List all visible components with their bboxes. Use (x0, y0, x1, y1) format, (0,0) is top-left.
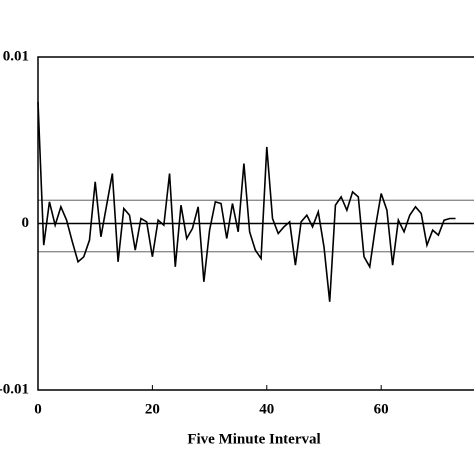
y-tick-label: 0 (22, 215, 30, 231)
y-tick-label: -0.01 (0, 381, 29, 397)
x-tick-label: 40 (259, 401, 274, 417)
x-tick-label: 60 (374, 401, 389, 417)
data-line (37, 101, 456, 302)
x-axis-label: Five Minute Interval (187, 431, 320, 447)
y-tick-label: 0.01 (3, 48, 29, 64)
x-tick-label: 20 (145, 401, 160, 417)
x-tick-label: 0 (34, 401, 42, 417)
